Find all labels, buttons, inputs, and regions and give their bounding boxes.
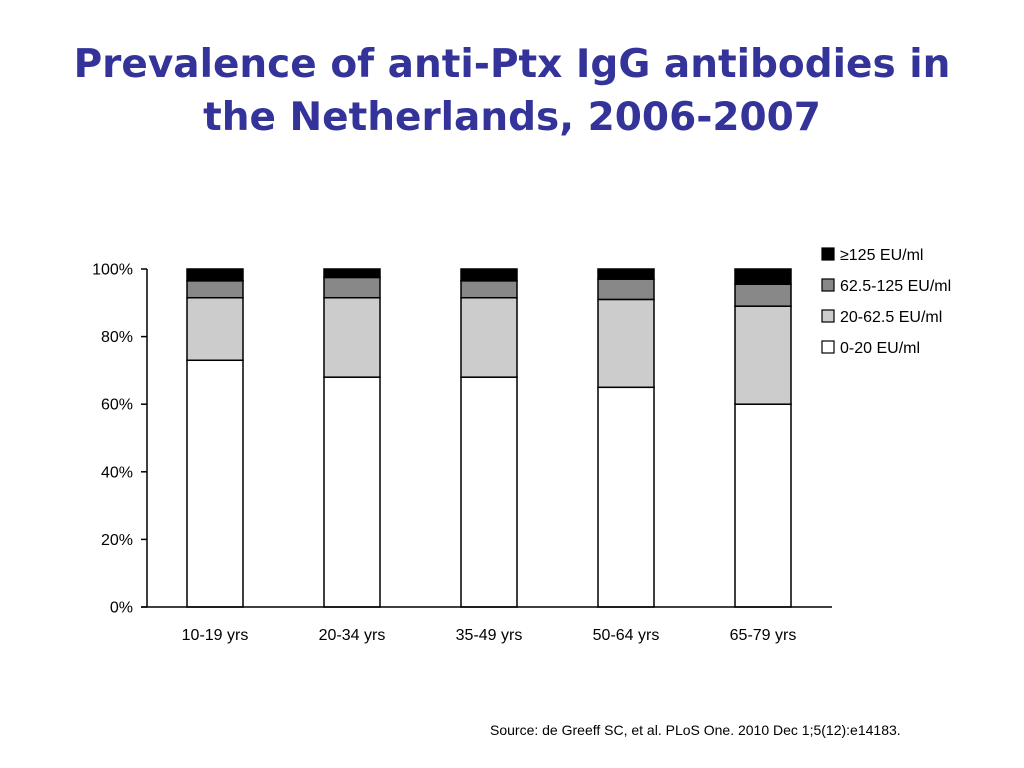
bar-segment-3-3 xyxy=(460,280,518,299)
bar-segment-3-2 xyxy=(323,276,381,299)
bar-segment-4-3 xyxy=(460,268,518,282)
bar-segment-3-1 xyxy=(186,280,244,299)
axes-layer: 10-19 yrs 20-34 yrs 35-49 yrs 50-64 yrs 65-7… xyxy=(92,262,832,644)
y-tick-label-6: 100% xyxy=(92,262,133,279)
bar-segment-2-1 xyxy=(186,296,244,362)
bar-segment-1-3 xyxy=(460,376,518,608)
source-citation: Source: de Greeff SC, et al. PLoS One. 2… xyxy=(490,722,901,738)
legend-swatch-1 xyxy=(821,247,835,261)
x-tick-label-2: 20-34 yrs xyxy=(319,627,386,644)
x-tick-label-1: 10-19 yrs xyxy=(182,627,249,644)
y-tick-label-1: 0% xyxy=(110,600,133,617)
legend-label-1: ≥125 EU/ml xyxy=(840,247,923,264)
y-tick-label-3: 40% xyxy=(101,464,133,481)
slide-title-line2: the Netherlands, 2006-2007 xyxy=(203,95,821,140)
x-tick-label-3: 35-49 yrs xyxy=(456,627,523,644)
bar-segment-2-4 xyxy=(597,298,655,389)
bar-segment-4-4 xyxy=(597,268,655,280)
bar-segment-3-4 xyxy=(597,278,655,301)
legend-swatch-2 xyxy=(821,278,835,292)
bar-segment-2-5 xyxy=(734,305,792,405)
legend-swatch-4 xyxy=(821,340,835,354)
legend-label-4: 0-20 EU/ml xyxy=(840,340,920,357)
bar-segment-1-1 xyxy=(186,359,244,608)
x-tick-label-5: 65-79 yrs xyxy=(730,627,797,644)
legend-label-2: 62.5-125 EU/ml xyxy=(840,278,951,295)
slide-title-line1: Prevalence of anti-Ptx IgG antibodies in xyxy=(73,42,951,87)
slide-title: Prevalence of anti-Ptx IgG antibodies in… xyxy=(20,38,1004,144)
x-tick-label-4: 50-64 yrs xyxy=(593,627,660,644)
bar-segment-1-5 xyxy=(734,403,792,608)
bars-layer xyxy=(186,268,792,608)
legend: ≥125 EU/ml 62.5-125 EU/ml 20-62.5 EU/ml 0-2… xyxy=(821,247,951,357)
y-tick-label-5: 80% xyxy=(101,329,133,346)
y-tick-label-2: 20% xyxy=(101,532,133,549)
bar-segment-2-3 xyxy=(460,296,518,378)
bar-segment-3-5 xyxy=(734,283,792,307)
y-tick-label-4: 60% xyxy=(101,397,133,414)
bar-segment-2-2 xyxy=(323,296,381,378)
bar-segment-1-4 xyxy=(597,386,655,608)
bar-segment-1-2 xyxy=(323,376,381,608)
bar-segment-4-5 xyxy=(734,268,792,285)
legend-label-3: 20-62.5 EU/ml xyxy=(840,309,942,326)
legend-swatch-3 xyxy=(821,309,835,323)
bar-segment-4-2 xyxy=(323,268,381,279)
bar-segment-4-1 xyxy=(186,268,244,282)
